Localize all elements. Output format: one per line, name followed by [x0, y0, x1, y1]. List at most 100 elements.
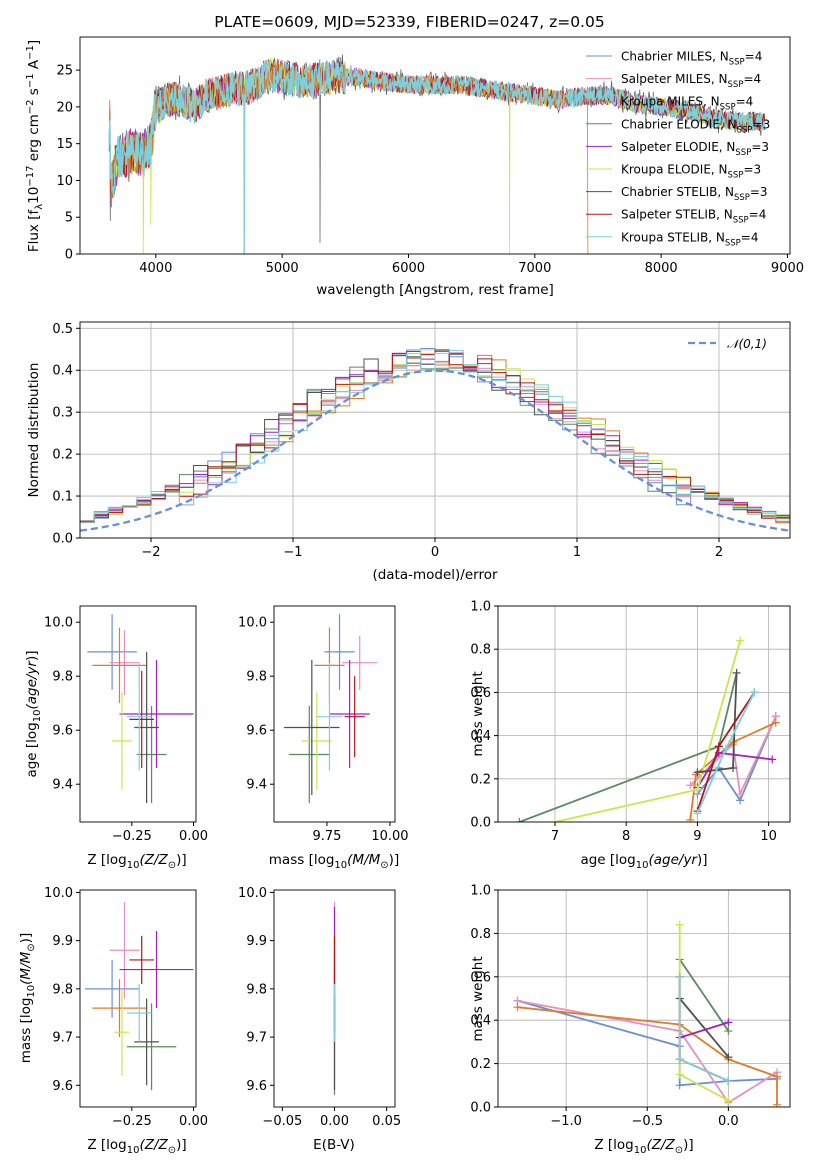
weight-marker: [736, 636, 745, 645]
weight-path: [678, 924, 729, 1102]
x-axis-label: age [log10(age/yr)]: [580, 852, 707, 871]
weight-line-salpeter-elodie: [693, 748, 777, 792]
panel-mass-age: 9.75 10.00 9.4 9.6 9.8 10.0 mass [log10(M/M⊙)]: [238, 605, 409, 871]
y-axis-label: Flux [fλ10−17 erg cm−2 s−1 A−1]: [25, 40, 45, 252]
x-axis-label: mass [log10(M/M⊙)]: [269, 852, 399, 871]
x-axis-label: (data-model)/error: [372, 567, 498, 583]
errorbar-salpeter-stelib: [129, 935, 155, 985]
weight-marker: [736, 789, 745, 798]
normal-reference-curve: [80, 369, 790, 532]
legend-label: Chabrier MILES, NSSP=4: [621, 50, 762, 68]
x-tick-label: 6000: [392, 261, 425, 276]
plot-area-spectrum: [108, 54, 766, 254]
panel-z-weight: −1.0 −0.5 0.0 0.0 0.2 0.4 0.6 0.8 1.0 Z [log10(Z/…: [470, 884, 791, 1156]
y-tick-label: 9.7: [52, 1031, 73, 1046]
weight-marker: [513, 1003, 522, 1012]
panel-residuals: −2 −1 0 1 2 0.0 0.1 0.2 0.3 0.4 0.5 (data-model)/er…: [26, 321, 791, 583]
y-axis-label: Normed distribution: [26, 363, 42, 498]
weight-marker: [693, 785, 702, 794]
weight-line-kroupa-stelib: [693, 688, 759, 818]
x-tick-label: 0.05: [372, 1114, 401, 1129]
weight-marker: [724, 1018, 733, 1027]
weight-line-kroupa-elodie: [550, 636, 745, 822]
plot-area-mass-age: [284, 614, 378, 804]
x-axis-label: Z [log10(Z/Z⊙)]: [87, 852, 186, 871]
y-tick-label: 9.9: [52, 934, 73, 949]
y-tick-label: 0.5: [52, 322, 73, 337]
legend-label: Kroupa STELIB, NSSP=4: [621, 230, 759, 248]
errorbar-salpeter-miles: [342, 635, 378, 690]
weight-marker: [771, 718, 780, 727]
errorbar-chabrier-stelib: [134, 998, 159, 1086]
x-tick-label: 0.00: [320, 1114, 349, 1129]
axes-frame: [79, 321, 791, 539]
axes-frame: [273, 889, 396, 1108]
x-tick-label: 10.00: [371, 829, 408, 844]
errorbar-kroupa-elodie: [114, 988, 130, 1076]
x-axis-label: E(B-V): [313, 1137, 355, 1153]
legend: Chabrier MILES, NSSP=4 Salpeter MILES, NS…: [586, 50, 770, 248]
x-tick-label: 0.00: [179, 829, 208, 844]
errorbar-chabrier-elodie: [126, 1003, 177, 1091]
y-tick-label: 5: [65, 211, 73, 226]
y-tick-label: 0.0: [470, 816, 491, 831]
errorbar-kroupa-elodie: [301, 692, 332, 790]
y-tick-label: 9.6: [246, 724, 267, 739]
errorbar-kroupa-elodie: [112, 692, 132, 790]
weight-marker: [693, 768, 702, 777]
weight-marker: [515, 818, 524, 822]
x-tick-label: −1: [283, 545, 302, 560]
weight-marker: [550, 818, 559, 822]
y-tick-label: 0.3: [52, 406, 73, 421]
x-tick-label: 9.75: [312, 829, 341, 844]
y-tick-label: 10.0: [238, 886, 267, 901]
x-axis-label: Z [log10(Z/Z⊙)]: [87, 1137, 186, 1156]
legend-label: Salpeter STELIB, NSSP=4: [621, 208, 766, 226]
x-tick-label: −0.25: [112, 829, 152, 844]
weight-marker: [773, 1072, 782, 1081]
y-tick-label: 9.8: [52, 670, 73, 685]
weight-marker: [675, 920, 684, 929]
y-tick-label: 0.6: [470, 686, 491, 701]
x-tick-label: −2: [141, 545, 160, 560]
y-tick-label: 0.2: [470, 1057, 491, 1072]
weight-line-kroupa-elodie: [675, 920, 733, 1105]
weight-marker: [732, 668, 741, 677]
x-tick-label: 0.00: [179, 1114, 208, 1129]
y-tick-label: 0.2: [52, 448, 73, 463]
x-tick-label: 9000: [771, 261, 804, 276]
plot-area-z-weight: [498, 890, 790, 1107]
spectrum-line-kroupa-stelib: [108, 60, 766, 254]
y-tick-label: 9.8: [246, 670, 267, 685]
y-tick-label: 10.0: [44, 616, 73, 631]
legend-label: Kroupa ELODIE, NSSP=3: [621, 163, 761, 181]
y-axis-label: mass weight: [470, 671, 486, 756]
weight-line-chabrier-stelib: [693, 668, 741, 777]
weight-marker: [724, 1076, 733, 1085]
errorbar-salpeter-elodie: [329, 660, 370, 768]
y-tick-label: 9.8: [52, 982, 73, 997]
errorbar-salpeter-elodie: [119, 660, 194, 768]
weight-marker: [675, 1055, 684, 1064]
y-tick-label: 9.6: [52, 1079, 73, 1094]
y-axis-label: mass [log10(M/M⊙)]: [18, 933, 37, 1063]
errorbar-kroupa-stelib: [126, 662, 152, 771]
x-tick-label: 1: [573, 545, 581, 560]
x-tick-label: 10: [760, 829, 777, 844]
weight-path: [679, 997, 730, 1058]
x-tick-label: 8000: [645, 261, 678, 276]
x-tick-label: 8: [622, 829, 630, 844]
legend-label: Chabrier STELIB, NSSP=3: [621, 185, 768, 203]
y-axis-label: age [log10(age/yr)]: [24, 650, 43, 777]
x-tick-label: −0.5: [631, 1114, 663, 1129]
x-axis-label: Z [log10(Z/Z⊙)]: [594, 1137, 693, 1156]
errorbar-chabrier-miles: [84, 959, 140, 1018]
errorbar-chabrier-elodie: [289, 705, 330, 804]
errorbar-salpeter-stelib: [344, 676, 365, 758]
weight-marker: [750, 688, 759, 697]
y-tick-label: 9.7: [246, 1031, 267, 1046]
y-tick-label: 0.4: [470, 729, 491, 744]
weight-marker: [714, 742, 723, 751]
legend-label: Salpeter MILES, NSSP=4: [621, 72, 761, 90]
